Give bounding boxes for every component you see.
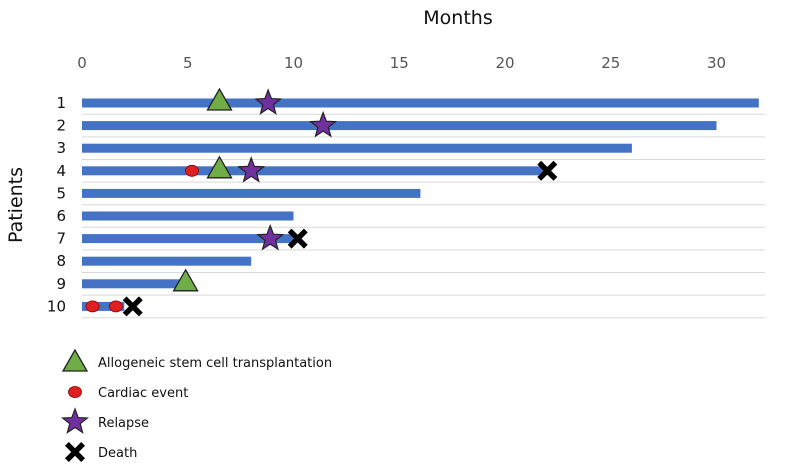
legend-item: Allogeneic stem cell transplantation [61, 348, 332, 372]
patient-label: 2 [56, 117, 66, 135]
patient-label: 7 [56, 230, 66, 248]
x-axis-title: Months [423, 7, 492, 29]
patient-label: 9 [56, 275, 66, 293]
patient-bar [82, 256, 252, 266]
patient-bar [82, 143, 632, 153]
gridlines [82, 113, 765, 319]
death-marker [537, 160, 558, 181]
patient-label: 3 [56, 139, 66, 157]
patient-bar [82, 121, 717, 131]
event-markers [85, 87, 558, 317]
patient-bar [82, 301, 125, 311]
legend-item: Relapse [60, 407, 149, 434]
patient-bar [82, 98, 759, 108]
star-icon [60, 407, 90, 434]
x-tick-label: 10 [284, 54, 303, 72]
transplant-marker [172, 268, 199, 292]
patient-label: 1 [56, 94, 66, 112]
x-tick-label: 30 [707, 54, 726, 72]
x-tick-label: 15 [390, 54, 409, 72]
x-tick-label: 0 [77, 54, 87, 72]
x-axis-ticks: 0 5 10 15 20 25 30 [77, 54, 726, 72]
legend-label: Death [98, 446, 137, 461]
patient-bar [82, 166, 548, 176]
relapse-marker [309, 110, 338, 138]
patient-bar [82, 234, 294, 244]
y-axis-title: Patients [5, 167, 27, 243]
patient-label: 5 [56, 184, 66, 202]
relapse-marker [237, 156, 266, 183]
cardiac-marker [85, 300, 100, 313]
legend-label: Allogeneic stem cell transplantation [98, 356, 332, 371]
legend-label: Relapse [98, 416, 149, 431]
triangle-icon [61, 348, 89, 372]
patient-label: 6 [56, 207, 66, 225]
relapse-marker [256, 223, 285, 251]
relapse-marker [254, 88, 283, 115]
cross-icon [65, 442, 85, 462]
patient-label: 4 [56, 162, 66, 180]
x-tick-label: 25 [601, 54, 620, 72]
legend: Allogeneic stem cell transplantation Card… [60, 348, 332, 462]
y-axis-ticks: 1 2 3 4 5 6 7 8 9 10 [47, 94, 66, 315]
patient-bar [82, 279, 188, 289]
x-tick-label: 5 [183, 54, 193, 72]
patient-bars [82, 98, 759, 311]
patient-bar [82, 211, 294, 221]
patient-bar [82, 188, 421, 198]
circle-icon [68, 386, 82, 398]
patient-label: 10 [47, 297, 66, 315]
transplant-marker [206, 155, 233, 179]
patient-label: 8 [56, 252, 66, 270]
legend-item: Cardiac event [68, 386, 188, 401]
cardiac-marker [108, 300, 123, 313]
transplant-marker [206, 87, 233, 111]
legend-item: Death [65, 442, 137, 462]
x-tick-label: 20 [495, 54, 514, 72]
death-marker [122, 296, 143, 317]
death-marker [287, 228, 308, 249]
legend-label: Cardiac event [98, 386, 188, 401]
cardiac-marker [185, 164, 199, 177]
